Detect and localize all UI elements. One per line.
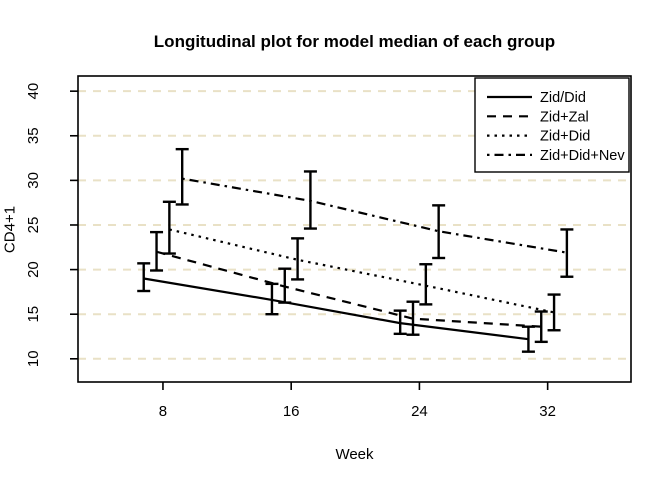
x-tick-label: 16 — [283, 403, 300, 420]
y-tick-label: 25 — [25, 217, 42, 234]
legend-label: Zid+Did+Nev — [540, 148, 625, 164]
legend-box — [474, 77, 630, 173]
y-axis-label: CD4+1 — [1, 205, 19, 254]
y-tick-label: 40 — [25, 83, 42, 100]
series-line-zid-zal — [156, 250, 542, 328]
y-tick-label: 20 — [25, 261, 42, 278]
series-line-zid-did — [169, 228, 555, 314]
x-tick-label: 24 — [411, 403, 428, 420]
chart-title: Longitudinal plot for model median of ea… — [153, 32, 556, 51]
series-line-zid-did-nev — [181, 177, 568, 254]
legend-label: Zid/Did — [540, 90, 586, 106]
plot-box — [77, 75, 632, 383]
y-tick-label: 10 — [25, 350, 42, 367]
y-tick-label: 15 — [25, 306, 42, 323]
series-line-zid-did — [143, 277, 529, 341]
x-tick-label: 32 — [539, 403, 556, 420]
x-axis-label: Week — [335, 446, 374, 463]
y-tick-label: 30 — [25, 172, 42, 189]
x-tick-label: 8 — [159, 403, 167, 420]
legend-label: Zid+Did — [540, 129, 590, 145]
legend-label: Zid+Zal — [540, 109, 589, 125]
y-tick-label: 35 — [25, 127, 42, 144]
